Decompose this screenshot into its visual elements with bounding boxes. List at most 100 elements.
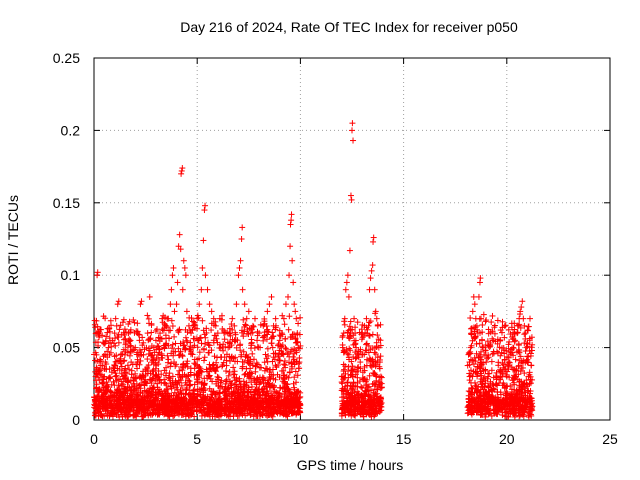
data-point: [525, 323, 532, 330]
data-point: [515, 348, 522, 355]
data-point: [230, 364, 237, 371]
data-point: [343, 279, 350, 286]
data-point: [251, 344, 258, 351]
data-point: [351, 315, 358, 322]
data-point: [116, 326, 123, 333]
data-point: [177, 246, 184, 253]
data-point: [527, 315, 534, 322]
data-point: [341, 321, 348, 328]
data-point: [188, 330, 195, 337]
data-point: [293, 315, 300, 322]
data-point: [282, 345, 289, 352]
data-point: [350, 137, 357, 144]
y-tick-label: 0.25: [53, 50, 80, 66]
x-tick-label: 0: [90, 431, 98, 447]
data-point: [281, 357, 288, 364]
data-point: [113, 322, 120, 329]
data-point: [173, 301, 180, 308]
data-point: [110, 394, 117, 401]
data-point: [208, 308, 215, 315]
data-point: [249, 350, 256, 357]
data-point: [94, 272, 101, 279]
data-point: [146, 336, 153, 343]
data-point: [251, 375, 258, 382]
data-point: [144, 330, 151, 337]
data-point: [369, 262, 376, 269]
data-point: [471, 301, 478, 308]
data-point: [137, 301, 144, 308]
x-tick-label: 10: [293, 431, 309, 447]
data-point: [157, 330, 164, 337]
data-point: [103, 333, 110, 340]
data-point: [120, 358, 127, 365]
data-point: [469, 308, 476, 315]
data-point: [238, 236, 245, 242]
data-point: [187, 371, 194, 378]
data-point: [236, 264, 243, 271]
y-tick-label: 0.1: [61, 267, 81, 283]
data-point: [341, 315, 348, 322]
data-point: [168, 360, 175, 367]
data-point: [167, 363, 174, 370]
data-point: [106, 328, 113, 335]
data-point: [146, 293, 153, 300]
data-point: [194, 315, 201, 322]
data-point: [200, 237, 207, 244]
y-tick-labels: 0 0.05 0.1 0.15 0.2 0.25: [53, 50, 80, 428]
data-point: [374, 332, 381, 339]
data-point: [521, 331, 528, 338]
data-point: [480, 344, 487, 351]
data-point: [528, 362, 535, 369]
data-point: [370, 234, 377, 241]
data-point: [266, 301, 273, 308]
x-tick-labels: 0 5 10 15 20 25: [90, 431, 618, 447]
y-tick-label: 0: [72, 412, 80, 428]
data-point: [249, 329, 256, 336]
data-point: [221, 336, 228, 343]
data-point: [345, 293, 352, 300]
data-point: [128, 343, 135, 350]
data-point: [346, 247, 353, 254]
data-point: [489, 312, 496, 319]
plot-frame: [93, 57, 611, 421]
data-point: [204, 286, 211, 293]
data-point: [239, 224, 246, 231]
data-point: [198, 286, 205, 293]
data-point: [171, 308, 178, 315]
data-point: [286, 272, 293, 279]
data-point: [291, 301, 298, 308]
data-point: [285, 326, 292, 333]
data-point: [136, 337, 143, 344]
data-point: [138, 298, 145, 305]
data-point: [268, 293, 275, 300]
data-point: [366, 319, 373, 326]
data-point: [268, 340, 275, 347]
data-point: [145, 315, 152, 322]
data-point: [94, 269, 101, 276]
data-point: [168, 317, 175, 324]
data-point: [223, 362, 230, 369]
data-point: [476, 315, 483, 322]
data-point: [178, 170, 185, 177]
data-point: [239, 358, 246, 365]
data-point: [161, 345, 168, 352]
data-point: [296, 365, 303, 372]
data-point: [112, 358, 119, 365]
data-point: [199, 264, 206, 271]
data-point: [115, 298, 122, 305]
data-point: [252, 368, 259, 375]
data-point: [475, 293, 482, 300]
data-point: [179, 367, 186, 374]
data-point: [368, 267, 375, 274]
data-point: [178, 382, 185, 389]
data-point: [357, 359, 364, 366]
data-point: [182, 334, 189, 341]
data-point: [288, 211, 295, 218]
data-point: [115, 339, 122, 346]
data-point: [210, 315, 217, 322]
data-point: [167, 327, 174, 334]
data-point: [470, 293, 477, 300]
data-point: [353, 344, 360, 351]
data-point: [279, 312, 286, 319]
